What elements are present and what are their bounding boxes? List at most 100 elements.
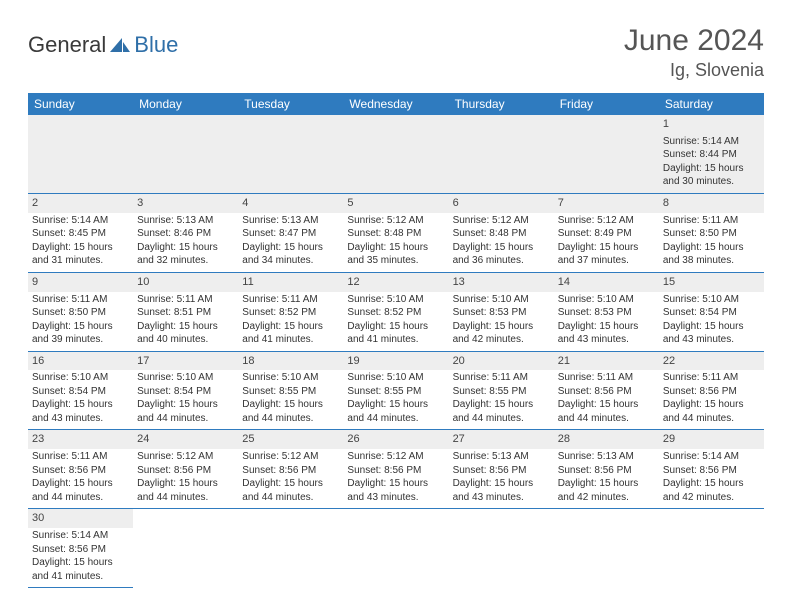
day-number: 10 [133, 273, 238, 292]
daylight-text: and 41 minutes. [347, 333, 444, 347]
daylight-text: and 42 minutes. [453, 333, 550, 347]
sunset-text: Sunset: 8:56 PM [558, 385, 655, 399]
calendar-day-cell: 11Sunrise: 5:11 AMSunset: 8:52 PMDayligh… [238, 272, 343, 351]
day-number: 15 [659, 273, 764, 292]
day-number: 11 [238, 273, 343, 292]
day-number: 6 [449, 194, 554, 213]
daylight-text: and 44 minutes. [137, 412, 234, 426]
sunrise-text: Sunrise: 5:11 AM [663, 214, 760, 228]
daylight-text: Daylight: 15 hours [347, 241, 444, 255]
calendar-day-cell: 15Sunrise: 5:10 AMSunset: 8:54 PMDayligh… [659, 272, 764, 351]
calendar-day-cell: 6Sunrise: 5:12 AMSunset: 8:48 PMDaylight… [449, 193, 554, 272]
sunset-text: Sunset: 8:52 PM [242, 306, 339, 320]
weekday-header: Wednesday [343, 93, 448, 115]
calendar-day-cell: 13Sunrise: 5:10 AMSunset: 8:53 PMDayligh… [449, 272, 554, 351]
sunrise-text: Sunrise: 5:10 AM [663, 293, 760, 307]
calendar-empty-cell [343, 115, 448, 193]
sunset-text: Sunset: 8:54 PM [137, 385, 234, 399]
daylight-text: Daylight: 15 hours [242, 398, 339, 412]
day-number: 18 [238, 352, 343, 371]
day-number: 8 [659, 194, 764, 213]
sunset-text: Sunset: 8:45 PM [32, 227, 129, 241]
sunrise-text: Sunrise: 5:10 AM [453, 293, 550, 307]
calendar-empty-cell [133, 509, 238, 588]
calendar-table: SundayMondayTuesdayWednesdayThursdayFrid… [28, 93, 764, 588]
daylight-text: and 44 minutes. [242, 491, 339, 505]
daylight-text: and 43 minutes. [558, 333, 655, 347]
calendar-week-row: 9Sunrise: 5:11 AMSunset: 8:50 PMDaylight… [28, 272, 764, 351]
day-number: 12 [343, 273, 448, 292]
sunset-text: Sunset: 8:56 PM [453, 464, 550, 478]
sunrise-text: Sunrise: 5:11 AM [558, 371, 655, 385]
day-number: 17 [133, 352, 238, 371]
sunrise-text: Sunrise: 5:10 AM [558, 293, 655, 307]
calendar-week-row: 16Sunrise: 5:10 AMSunset: 8:54 PMDayligh… [28, 351, 764, 430]
calendar-week-row: 1Sunrise: 5:14 AMSunset: 8:44 PMDaylight… [28, 115, 764, 193]
daylight-text: Daylight: 15 hours [347, 320, 444, 334]
sunrise-text: Sunrise: 5:14 AM [32, 529, 129, 543]
daylight-text: Daylight: 15 hours [558, 398, 655, 412]
sunrise-text: Sunrise: 5:11 AM [32, 293, 129, 307]
title-block: June 2024 Ig, Slovenia [624, 24, 764, 81]
calendar-day-cell: 24Sunrise: 5:12 AMSunset: 8:56 PMDayligh… [133, 430, 238, 509]
sunset-text: Sunset: 8:51 PM [137, 306, 234, 320]
daylight-text: and 44 minutes. [558, 412, 655, 426]
daylight-text: and 43 minutes. [32, 412, 129, 426]
weekday-header: Tuesday [238, 93, 343, 115]
sunrise-text: Sunrise: 5:14 AM [663, 135, 760, 149]
day-number: 2 [28, 194, 133, 213]
daylight-text: and 30 minutes. [663, 175, 760, 189]
day-number: 24 [133, 430, 238, 449]
weekday-header-row: SundayMondayTuesdayWednesdayThursdayFrid… [28, 93, 764, 115]
sunrise-text: Sunrise: 5:12 AM [347, 450, 444, 464]
sunset-text: Sunset: 8:56 PM [242, 464, 339, 478]
daylight-text: and 32 minutes. [137, 254, 234, 268]
daylight-text: and 43 minutes. [663, 333, 760, 347]
sunrise-text: Sunrise: 5:14 AM [32, 214, 129, 228]
day-number: 5 [343, 194, 448, 213]
daylight-text: Daylight: 15 hours [242, 477, 339, 491]
calendar-empty-cell [238, 509, 343, 588]
daylight-text: and 41 minutes. [242, 333, 339, 347]
daylight-text: and 44 minutes. [453, 412, 550, 426]
daylight-text: and 44 minutes. [137, 491, 234, 505]
day-number: 26 [343, 430, 448, 449]
sunrise-text: Sunrise: 5:14 AM [663, 450, 760, 464]
weekday-header: Sunday [28, 93, 133, 115]
daylight-text: and 31 minutes. [32, 254, 129, 268]
calendar-day-cell: 3Sunrise: 5:13 AMSunset: 8:46 PMDaylight… [133, 193, 238, 272]
daylight-text: and 44 minutes. [347, 412, 444, 426]
day-number: 28 [554, 430, 659, 449]
sunrise-text: Sunrise: 5:10 AM [137, 371, 234, 385]
sunrise-text: Sunrise: 5:12 AM [347, 214, 444, 228]
sunrise-text: Sunrise: 5:10 AM [347, 293, 444, 307]
daylight-text: Daylight: 15 hours [663, 162, 760, 176]
logo-text-general: General [28, 32, 106, 58]
calendar-day-cell: 1Sunrise: 5:14 AMSunset: 8:44 PMDaylight… [659, 115, 764, 193]
sunrise-text: Sunrise: 5:10 AM [347, 371, 444, 385]
calendar-day-cell: 27Sunrise: 5:13 AMSunset: 8:56 PMDayligh… [449, 430, 554, 509]
daylight-text: Daylight: 15 hours [663, 398, 760, 412]
calendar-day-cell: 16Sunrise: 5:10 AMSunset: 8:54 PMDayligh… [28, 351, 133, 430]
daylight-text: Daylight: 15 hours [558, 320, 655, 334]
calendar-day-cell: 25Sunrise: 5:12 AMSunset: 8:56 PMDayligh… [238, 430, 343, 509]
header: General Blue June 2024 Ig, Slovenia [28, 24, 764, 81]
daylight-text: and 34 minutes. [242, 254, 339, 268]
calendar-day-cell: 4Sunrise: 5:13 AMSunset: 8:47 PMDaylight… [238, 193, 343, 272]
day-number: 21 [554, 352, 659, 371]
day-number: 29 [659, 430, 764, 449]
sunset-text: Sunset: 8:56 PM [32, 464, 129, 478]
sunset-text: Sunset: 8:56 PM [663, 464, 760, 478]
sunset-text: Sunset: 8:49 PM [558, 227, 655, 241]
calendar-day-cell: 20Sunrise: 5:11 AMSunset: 8:55 PMDayligh… [449, 351, 554, 430]
sunset-text: Sunset: 8:50 PM [663, 227, 760, 241]
logo-sail-icon [108, 36, 132, 54]
sunrise-text: Sunrise: 5:13 AM [137, 214, 234, 228]
daylight-text: Daylight: 15 hours [663, 477, 760, 491]
daylight-text: and 41 minutes. [32, 570, 129, 584]
sunset-text: Sunset: 8:55 PM [453, 385, 550, 399]
daylight-text: Daylight: 15 hours [453, 398, 550, 412]
calendar-day-cell: 19Sunrise: 5:10 AMSunset: 8:55 PMDayligh… [343, 351, 448, 430]
weekday-header: Thursday [449, 93, 554, 115]
sunset-text: Sunset: 8:55 PM [347, 385, 444, 399]
